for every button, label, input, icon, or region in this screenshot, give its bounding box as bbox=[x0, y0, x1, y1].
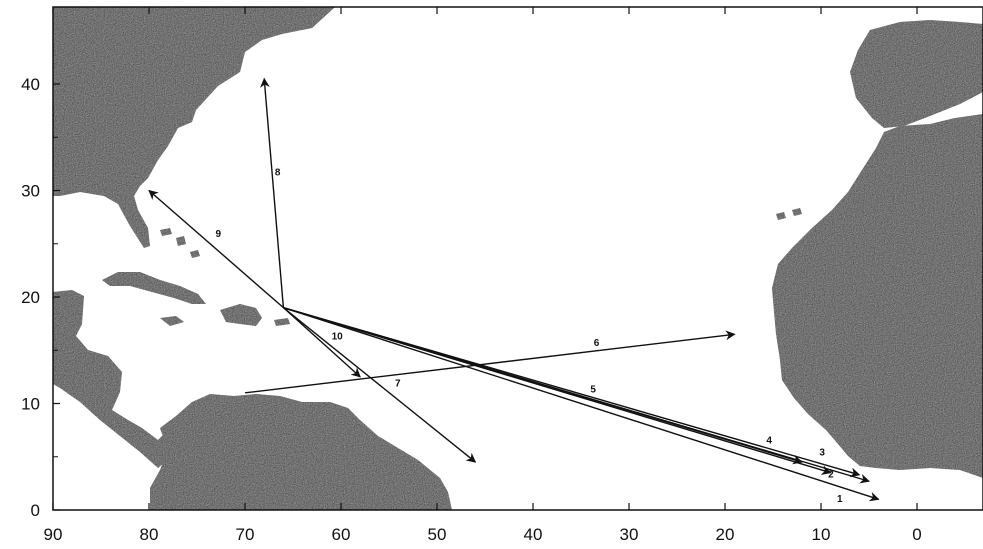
route-label-7: 7 bbox=[395, 379, 401, 390]
x-tick-label: 10 bbox=[812, 525, 831, 544]
route-label-5: 5 bbox=[590, 384, 596, 395]
route-label-9: 9 bbox=[215, 229, 221, 240]
route-arrow-9 bbox=[148, 189, 284, 309]
jamaica-island bbox=[160, 316, 184, 326]
canary-island-b bbox=[792, 208, 802, 216]
route-arrow-6 bbox=[244, 330, 736, 394]
land-masses bbox=[53, 7, 983, 510]
hispaniola-island bbox=[220, 304, 262, 326]
route-arrow-5 bbox=[283, 306, 832, 475]
y-axis-ticks: 0 10 20 30 40 bbox=[21, 75, 60, 520]
axis-frame: 90 80 70 60 50 40 30 20 10 0 0 10 20 30 40 bbox=[21, 6, 983, 544]
central-america-landmass bbox=[53, 290, 176, 468]
y-tick-label: 0 bbox=[31, 501, 40, 520]
route-label-2: 2 bbox=[828, 469, 834, 480]
route-label-3: 3 bbox=[819, 447, 825, 458]
x-tick-label: 20 bbox=[716, 525, 735, 544]
x-tick-label: 30 bbox=[620, 525, 639, 544]
puerto-rico-island bbox=[274, 318, 290, 326]
africa-landmass bbox=[772, 114, 983, 478]
route-arrow-7 bbox=[282, 307, 477, 463]
x-tick-label: 50 bbox=[428, 525, 447, 544]
y-tick-label: 10 bbox=[21, 395, 40, 414]
route-label-4: 4 bbox=[766, 436, 772, 447]
route-label-10: 10 bbox=[332, 332, 344, 343]
route-arrow-10 bbox=[282, 307, 361, 378]
x-tick-label: 0 bbox=[912, 525, 921, 544]
route-arrow-8 bbox=[260, 77, 285, 308]
y-tick-label: 30 bbox=[21, 182, 40, 201]
north-america-landmass bbox=[53, 7, 335, 248]
bahamas-island-c bbox=[190, 250, 200, 258]
y-tick-label: 20 bbox=[21, 288, 40, 307]
plot-border bbox=[52, 6, 983, 511]
route-label-6: 6 bbox=[594, 338, 600, 349]
iberia-landmass bbox=[850, 20, 983, 128]
cuba-island bbox=[102, 272, 206, 304]
x-axis-ticks: 90 80 70 60 50 40 30 20 10 0 bbox=[44, 7, 922, 544]
y-tick-label: 40 bbox=[21, 75, 40, 94]
canary-island-a bbox=[776, 212, 786, 220]
route-label-8: 8 bbox=[275, 168, 281, 179]
route-label-1: 1 bbox=[837, 494, 843, 505]
x-tick-label: 70 bbox=[236, 525, 255, 544]
bahamas-island-a bbox=[160, 228, 172, 236]
bermuda-island bbox=[118, 40, 150, 52]
x-tick-label: 90 bbox=[44, 525, 63, 544]
bahamas-island-b bbox=[176, 236, 186, 246]
x-tick-label: 80 bbox=[140, 525, 159, 544]
south-america-landmass bbox=[150, 394, 452, 510]
x-tick-label: 40 bbox=[524, 525, 543, 544]
route-arrow-1 bbox=[283, 306, 880, 502]
x-tick-label: 60 bbox=[332, 525, 351, 544]
